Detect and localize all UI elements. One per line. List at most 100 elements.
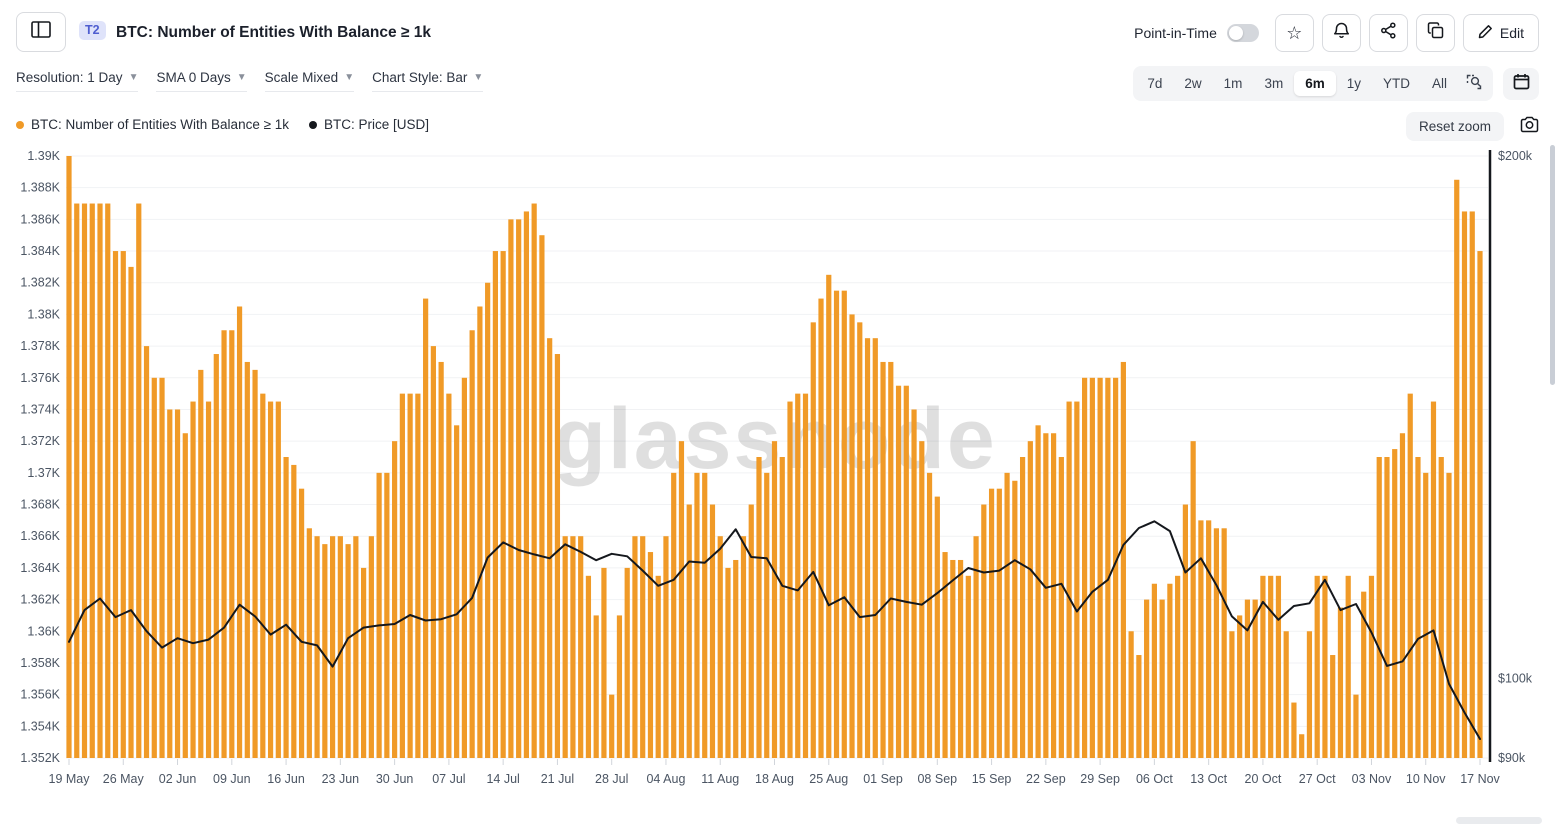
bar[interactable] xyxy=(802,393,809,758)
bar[interactable] xyxy=(66,156,72,758)
bar[interactable] xyxy=(833,290,840,758)
bar[interactable] xyxy=(74,203,80,759)
bar[interactable] xyxy=(469,330,475,758)
bar[interactable] xyxy=(1275,575,1282,758)
bar[interactable] xyxy=(950,559,956,758)
bar[interactable] xyxy=(1376,457,1382,758)
bar[interactable] xyxy=(1244,599,1251,758)
bar[interactable] xyxy=(353,536,359,758)
bar[interactable] xyxy=(1221,528,1227,758)
bar[interactable] xyxy=(190,401,196,758)
bar[interactable] xyxy=(1035,425,1041,758)
bar[interactable] xyxy=(136,203,142,759)
bar[interactable] xyxy=(329,536,336,758)
bar[interactable] xyxy=(554,354,561,758)
bar[interactable] xyxy=(934,496,940,758)
bar[interactable] xyxy=(105,203,111,759)
bar[interactable] xyxy=(1353,694,1359,758)
bar[interactable] xyxy=(345,544,351,758)
bar[interactable] xyxy=(461,377,467,758)
bar[interactable] xyxy=(1043,433,1049,758)
bar[interactable] xyxy=(841,290,847,758)
bar[interactable] xyxy=(562,536,568,758)
bar[interactable] xyxy=(1082,377,1088,758)
bar[interactable] xyxy=(1299,734,1305,758)
bar[interactable] xyxy=(686,504,692,758)
share-button[interactable] xyxy=(1368,14,1408,52)
bar[interactable] xyxy=(1438,457,1444,758)
bar[interactable] xyxy=(926,472,933,758)
bar[interactable] xyxy=(1182,504,1188,758)
bar[interactable] xyxy=(314,536,320,758)
bar[interactable] xyxy=(198,369,204,758)
bar[interactable] xyxy=(1097,377,1103,758)
bar[interactable] xyxy=(244,361,250,758)
bar[interactable] xyxy=(1175,575,1181,758)
bar[interactable] xyxy=(1454,179,1460,758)
bar[interactable] xyxy=(740,536,747,758)
bar[interactable] xyxy=(1361,591,1367,758)
bar[interactable] xyxy=(143,346,150,758)
range-all[interactable]: All xyxy=(1431,76,1447,91)
bar[interactable] xyxy=(647,552,654,758)
bar[interactable] xyxy=(795,393,801,758)
bar[interactable] xyxy=(1345,575,1351,758)
bar[interactable] xyxy=(1066,401,1072,758)
range-2w[interactable]: 2w xyxy=(1184,76,1202,91)
bar[interactable] xyxy=(988,488,995,758)
bar[interactable] xyxy=(1407,393,1413,758)
range-7d[interactable]: 7d xyxy=(1147,76,1163,91)
bar[interactable] xyxy=(965,575,971,758)
bar[interactable] xyxy=(787,401,793,758)
camera-icon[interactable] xyxy=(1520,116,1539,138)
bar[interactable] xyxy=(1399,433,1406,758)
bar[interactable] xyxy=(919,441,925,758)
dropdown-sma[interactable]: SMA 0 Days ▼ xyxy=(156,70,247,92)
bar[interactable] xyxy=(485,282,491,758)
bar[interactable] xyxy=(609,694,615,758)
bar[interactable] xyxy=(229,330,235,758)
range-1y[interactable]: 1y xyxy=(1346,76,1361,91)
range-6m[interactable]: 6m xyxy=(1294,71,1336,96)
bar[interactable] xyxy=(531,203,537,759)
bar[interactable] xyxy=(252,369,258,758)
point-in-time-toggle[interactable] xyxy=(1226,24,1259,42)
bar[interactable] xyxy=(361,567,367,758)
bar[interactable] xyxy=(973,536,979,758)
bar[interactable] xyxy=(640,536,646,758)
bar[interactable] xyxy=(624,567,630,758)
zoom-selection-button[interactable] xyxy=(1458,69,1490,98)
bar[interactable] xyxy=(996,488,1002,758)
bar[interactable] xyxy=(547,338,553,758)
bar[interactable] xyxy=(128,266,134,758)
bar[interactable] xyxy=(957,559,964,758)
bar[interactable] xyxy=(1415,457,1421,758)
bar[interactable] xyxy=(1019,457,1026,758)
bar[interactable] xyxy=(872,338,878,758)
bar[interactable] xyxy=(1229,631,1235,758)
bar[interactable] xyxy=(764,472,770,758)
calendar-button[interactable] xyxy=(1503,67,1539,100)
bar[interactable] xyxy=(430,346,436,758)
bar[interactable] xyxy=(384,472,390,758)
bar[interactable] xyxy=(888,361,894,758)
bar[interactable] xyxy=(174,409,181,758)
bar[interactable] xyxy=(81,203,88,759)
bar[interactable] xyxy=(523,211,530,758)
bar[interactable] xyxy=(717,536,723,758)
bar[interactable] xyxy=(1120,361,1126,758)
bar[interactable] xyxy=(291,464,297,758)
reset-zoom-button[interactable]: Reset zoom xyxy=(1405,112,1504,141)
sidebar-toggle-button[interactable] xyxy=(16,12,66,52)
bar[interactable] xyxy=(500,251,506,759)
bar[interactable] xyxy=(1113,377,1119,758)
bar[interactable] xyxy=(616,615,623,758)
dropdown-chart-style[interactable]: Chart Style: Bar ▼ xyxy=(372,70,484,92)
bar[interactable] xyxy=(151,377,157,758)
bar[interactable] xyxy=(1291,702,1297,758)
bar[interactable] xyxy=(857,322,863,758)
bar[interactable] xyxy=(267,401,274,758)
bar[interactable] xyxy=(368,536,374,758)
bar[interactable] xyxy=(1167,583,1173,758)
bar[interactable] xyxy=(298,488,305,758)
